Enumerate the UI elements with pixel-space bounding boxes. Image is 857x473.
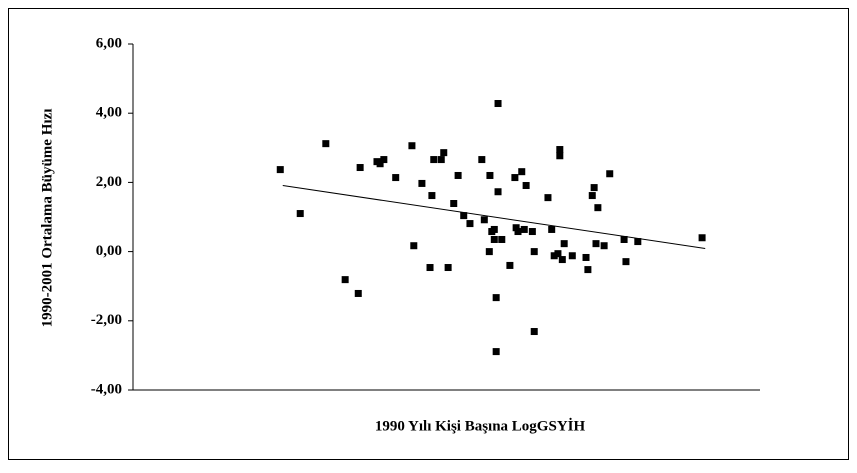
point	[478, 156, 486, 164]
point	[376, 160, 384, 168]
y-tick-label: 6,00	[96, 35, 122, 51]
point	[528, 228, 536, 236]
point	[354, 289, 362, 297]
point	[450, 200, 458, 208]
point	[341, 276, 349, 284]
point	[698, 234, 706, 242]
point	[530, 248, 538, 256]
point	[490, 225, 498, 233]
point	[554, 250, 562, 258]
point	[584, 266, 592, 274]
point	[556, 146, 564, 154]
point	[512, 224, 520, 232]
point	[485, 248, 493, 256]
point	[556, 152, 564, 160]
point	[518, 168, 526, 176]
y-axis-label: 1990-2001 Ortalama Büyüme Hızı	[39, 109, 55, 328]
point	[568, 252, 576, 260]
point	[530, 328, 538, 336]
point	[410, 242, 418, 250]
point	[408, 142, 416, 150]
point	[492, 348, 500, 356]
point	[548, 225, 556, 233]
point	[558, 256, 566, 264]
point	[560, 240, 568, 248]
point	[480, 216, 488, 224]
point	[296, 210, 304, 218]
point	[444, 264, 452, 272]
point	[494, 188, 502, 196]
point	[550, 252, 558, 260]
point	[486, 171, 494, 179]
point	[418, 179, 426, 187]
y-tick-label: -2,00	[91, 312, 122, 328]
point	[620, 235, 628, 243]
point	[514, 228, 522, 236]
y-tick-label: 2,00	[96, 174, 122, 190]
point	[590, 184, 598, 192]
point	[592, 240, 600, 248]
point	[428, 192, 436, 200]
point	[426, 264, 434, 272]
point	[588, 192, 596, 200]
chart-border	[8, 8, 849, 460]
point	[494, 100, 502, 108]
point	[606, 170, 614, 178]
point	[322, 140, 330, 148]
point	[440, 149, 448, 157]
point	[454, 171, 462, 179]
point	[520, 225, 528, 233]
point	[460, 212, 468, 220]
point	[466, 220, 474, 228]
y-tick-label: -4,00	[91, 381, 122, 397]
point	[582, 253, 590, 261]
point	[506, 261, 514, 269]
point	[634, 238, 642, 246]
trendline	[282, 185, 706, 249]
point	[380, 156, 388, 164]
point	[622, 258, 630, 266]
point	[594, 204, 602, 212]
point	[522, 182, 530, 190]
y-tick-label: 0,00	[96, 243, 122, 259]
x-axis-label: 1990 Yılı Kişi Başına LogGSYİH	[375, 417, 586, 434]
point	[511, 174, 519, 182]
point	[392, 174, 400, 182]
point	[276, 166, 284, 174]
point	[437, 156, 445, 164]
point	[600, 242, 608, 250]
point	[490, 235, 498, 243]
point	[498, 235, 506, 243]
y-tick-label: 4,00	[96, 105, 122, 121]
point	[356, 164, 364, 172]
point	[430, 156, 438, 164]
point	[544, 194, 552, 202]
point	[492, 294, 500, 302]
